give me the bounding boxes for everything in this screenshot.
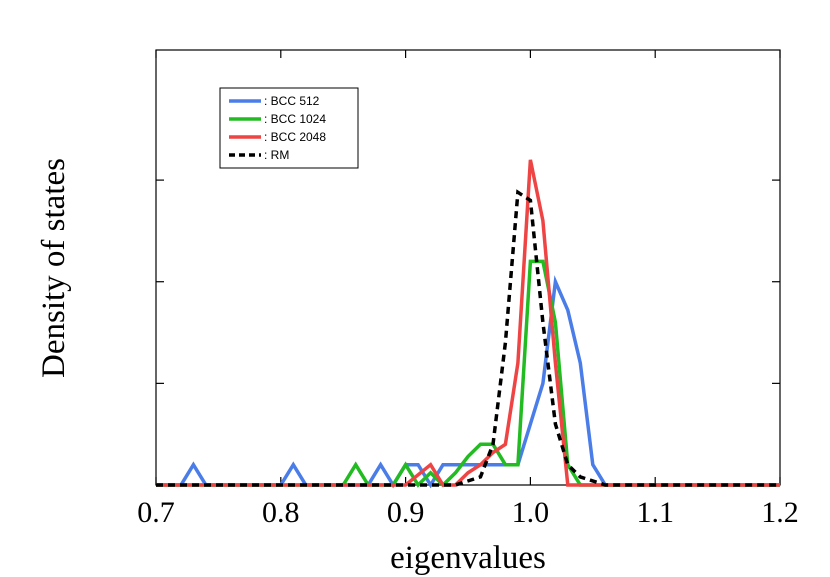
- series-line-3: [156, 159, 780, 487]
- series-group: [156, 159, 780, 489]
- legend-label-2: : BCC 1024: [264, 112, 326, 126]
- y-axis-title: Density of states: [36, 158, 72, 378]
- legend: : BCC 512 : BCC 1024 : BCC 2048 : RM: [219, 87, 359, 169]
- x-tick-label: 1.1: [636, 496, 674, 529]
- x-tick-label: 0.8: [262, 496, 300, 529]
- x-tick-label: 0.9: [387, 496, 425, 529]
- plot-frame: [155, 49, 781, 486]
- x-tick-label: 1.2: [761, 496, 799, 529]
- axis-ticks: 0.7 0.8 0.9 1.0 1.1 1.2: [137, 50, 799, 529]
- legend-label-3: : BCC 2048: [264, 130, 326, 144]
- series-line-2: [156, 259, 780, 488]
- series-line-4: [156, 189, 780, 487]
- x-tick-label: 0.7: [137, 496, 175, 529]
- legend-label-1: : BCC 512: [264, 94, 320, 108]
- x-tick-label: 1.0: [512, 496, 550, 529]
- x-axis-title: eigenvalues: [390, 540, 546, 576]
- legend-label-4: : RM: [264, 148, 289, 162]
